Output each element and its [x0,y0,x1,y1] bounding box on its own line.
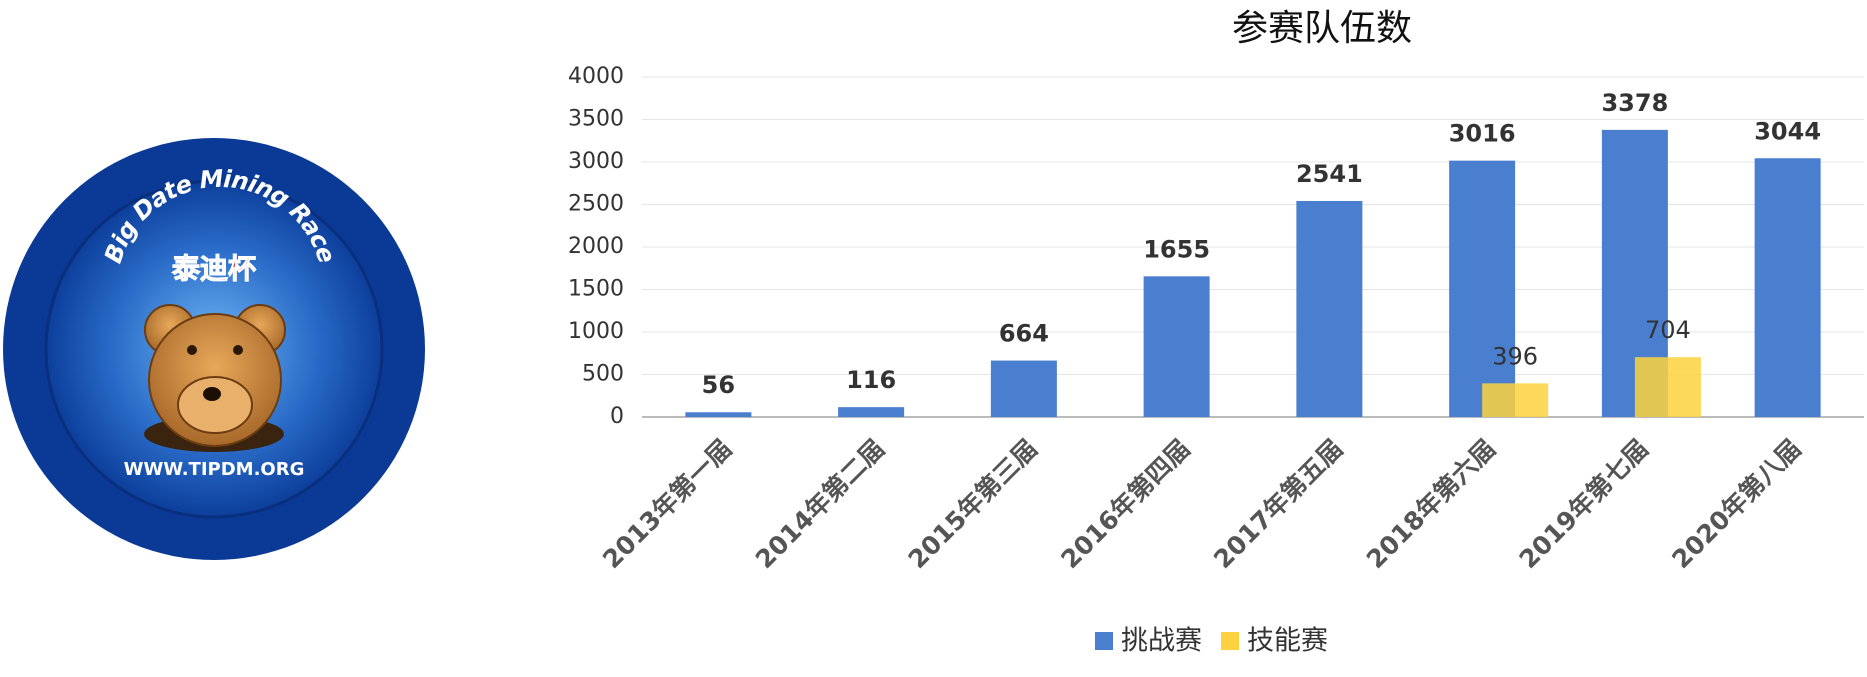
x-tick-label: 2013年第一届 [597,434,737,574]
x-tick-label: 2017年第五届 [1208,434,1348,574]
legend-label: 挑战赛 [1121,626,1202,657]
value-label: 396 [1492,342,1538,370]
y-tick-label: 2500 [568,192,624,217]
value-label: 704 [1645,316,1691,344]
x-tick-label: 2018年第六届 [1361,434,1501,574]
y-tick-label: 500 [582,362,624,387]
bar [1449,160,1516,417]
y-tick-label: 3500 [568,107,624,132]
y-tick-label: 1000 [568,319,624,344]
value-label: 1655 [1143,235,1210,263]
legend-label: 技能赛 [1247,626,1328,657]
x-tick-label: 2015年第三届 [903,434,1043,574]
y-tick-label: 3000 [568,149,624,174]
value-label: 3378 [1601,89,1668,117]
x-tick-label: 2016年第四届 [1055,434,1195,574]
bar [1754,158,1821,417]
value-label: 116 [846,366,896,394]
value-label: 3044 [1754,117,1821,145]
x-tick-label: 2014年第二届 [750,434,890,574]
logo-name: 泰迪杯 [172,252,256,285]
value-label: 2541 [1296,160,1363,188]
bar [685,412,752,417]
x-tick-label: 2019年第七届 [1514,434,1654,574]
bar [1296,201,1363,417]
y-tick-label: 1500 [568,277,624,302]
logo-url: WWW.TIPDM.ORG [124,459,305,480]
legend-swatch [1095,632,1113,650]
bar [1482,383,1549,417]
bar [990,360,1057,417]
bar [838,407,905,417]
bar [1634,357,1701,417]
logo: Big Date Mining Race 泰迪杯 WWW.TIPDM.ORG [3,138,425,560]
x-tick-label: 2020年第八届 [1666,434,1806,574]
y-tick-label: 4000 [568,64,624,89]
y-tick-label: 2000 [568,234,624,259]
chart-title: 参赛队伍数 [1232,8,1412,49]
value-label: 3016 [1449,120,1516,148]
value-label: 664 [999,320,1049,348]
bar [1143,276,1210,417]
y-tick-label: 0 [610,404,624,429]
value-label: 56 [702,371,735,399]
legend-swatch [1221,632,1239,650]
